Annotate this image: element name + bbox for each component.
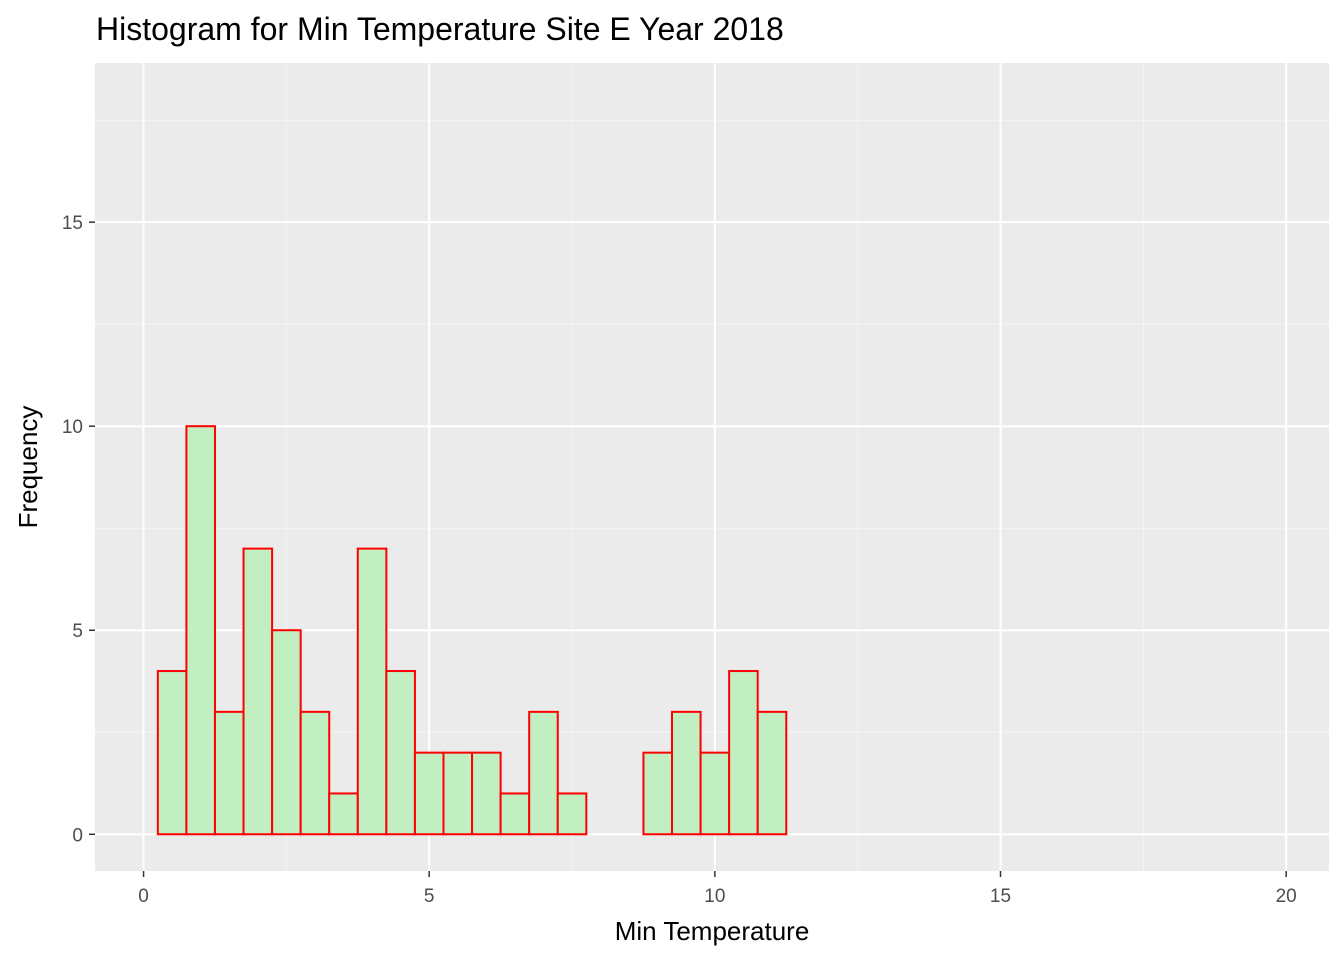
histogram-bar [756,710,788,836]
histogram-bar [671,710,702,836]
histogram-bar [728,670,759,836]
y-axis-title: Frequency [13,406,43,529]
histogram-bar [299,710,331,836]
histogram-bar [499,792,531,836]
histogram-bar [185,425,216,836]
y-tick-label: 5 [72,621,83,642]
x-tick-label: 0 [138,886,149,907]
x-axis-title: Min Temperature [615,916,810,946]
x-tick-label: 20 [1276,886,1297,907]
minor-gridlines [95,63,1329,871]
histogram-bar [156,670,188,836]
histogram-bar [699,751,731,836]
histogram-bar [385,670,416,836]
histogram-bar [413,751,445,836]
histogram-bar [528,710,559,836]
histogram-bar [556,792,588,836]
histogram-bars [156,425,788,836]
histogram-bar [642,751,674,836]
histogram-bar [356,547,388,836]
y-tick-label: 0 [72,825,83,846]
x-tick-label: 15 [990,886,1011,907]
histogram-bar [442,751,474,836]
histogram-bar [242,547,274,836]
y-axis: 0 5 10 15 [62,213,95,846]
y-tick-label: 10 [62,417,83,438]
chart-title: Histogram for Min Temperature Site E Yea… [96,11,784,47]
histogram-bar [271,629,302,836]
histogram-bar [471,751,502,836]
x-axis: 0 5 10 15 20 [138,871,1297,907]
histogram-bar [328,792,359,836]
x-tick-label: 5 [424,886,435,907]
y-tick-label: 15 [62,213,83,234]
histogram-bar [213,710,245,836]
x-tick-label: 10 [704,886,725,907]
